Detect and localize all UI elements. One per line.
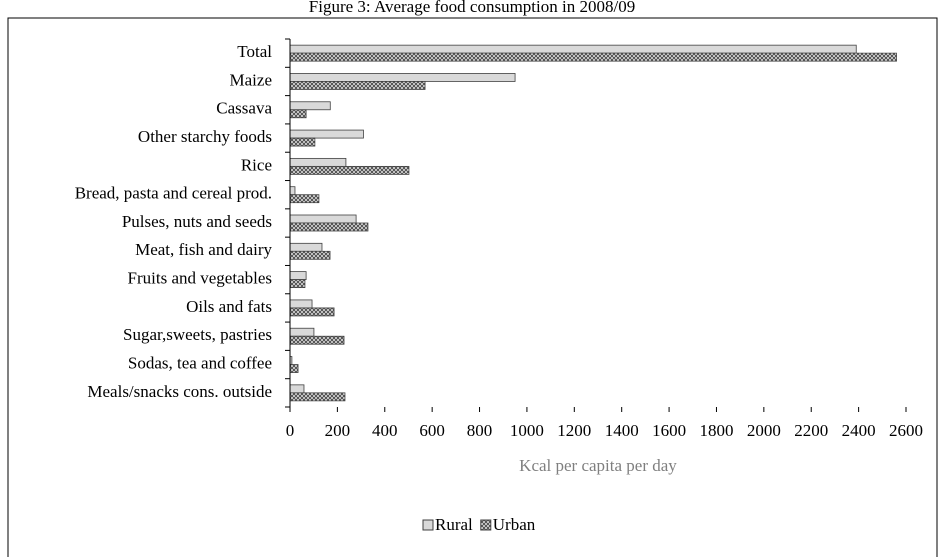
x-tick-label: 1400 — [605, 421, 639, 440]
bar — [289, 81, 426, 90]
y-tick-label: Sugar,sweets, pastries — [123, 325, 272, 344]
y-tick-label: Cassava — [216, 99, 272, 118]
bar — [289, 271, 307, 281]
y-tick-label: Fruits and vegetables — [128, 269, 272, 288]
x-tick-label: 2000 — [747, 421, 781, 440]
bar — [289, 73, 516, 82]
bar — [289, 299, 313, 309]
bar — [289, 165, 410, 175]
bar — [289, 222, 369, 232]
y-tick-label: Meals/snacks cons. outside — [87, 382, 272, 401]
x-tick-label: 400 — [372, 421, 398, 440]
x-tick-label: 800 — [467, 421, 493, 440]
y-tick-label: Rice — [241, 155, 272, 174]
x-tick-label: 1000 — [510, 421, 544, 440]
bar — [289, 44, 857, 54]
bar — [289, 364, 299, 373]
bar — [289, 214, 357, 224]
y-tick-label: Bread, pasta and cereal prod. — [75, 184, 272, 203]
bar — [289, 137, 316, 147]
x-tick-label: 1600 — [652, 421, 686, 440]
bar — [289, 194, 320, 204]
legend-label: Rural — [435, 515, 473, 534]
y-tick-label: Oils and fats — [186, 297, 272, 316]
x-axis-label: Kcal per capita per day — [519, 456, 677, 475]
y-tick-label: Pulses, nuts and seeds — [122, 212, 272, 231]
y-tick-label: Sodas, tea and coffee — [128, 353, 272, 372]
bar — [289, 392, 346, 402]
y-tick-label: Maize — [230, 70, 272, 89]
x-tick-label: 2600 — [889, 421, 923, 440]
legend-swatch — [480, 519, 492, 531]
y-tick-label: Other starchy foods — [138, 127, 272, 146]
x-tick-label: 0 — [286, 421, 295, 440]
bar — [289, 157, 347, 167]
bar — [289, 307, 335, 317]
bar — [289, 52, 897, 62]
bar — [289, 186, 296, 196]
x-tick-label: 1800 — [699, 421, 733, 440]
chart-border — [7, 17, 938, 557]
bar — [289, 129, 364, 139]
bar — [289, 242, 323, 252]
bar — [289, 335, 345, 345]
x-tick-label: 600 — [419, 421, 445, 440]
y-tick-label: Total — [237, 42, 272, 61]
bar — [289, 109, 307, 119]
bar — [289, 250, 331, 260]
bar — [289, 327, 315, 337]
legend-swatch — [422, 519, 434, 531]
legend-label: Urban — [493, 515, 536, 534]
chart-title: Figure 3: Average food consumption in 20… — [309, 0, 635, 16]
bar — [289, 384, 305, 394]
x-tick-label: 2200 — [794, 421, 828, 440]
x-tick-label: 1200 — [557, 421, 591, 440]
y-tick-label: Meat, fish and dairy — [135, 240, 272, 259]
bar — [289, 279, 306, 289]
bar — [289, 101, 331, 111]
x-tick-label: 200 — [325, 421, 351, 440]
x-tick-label: 2400 — [842, 421, 876, 440]
